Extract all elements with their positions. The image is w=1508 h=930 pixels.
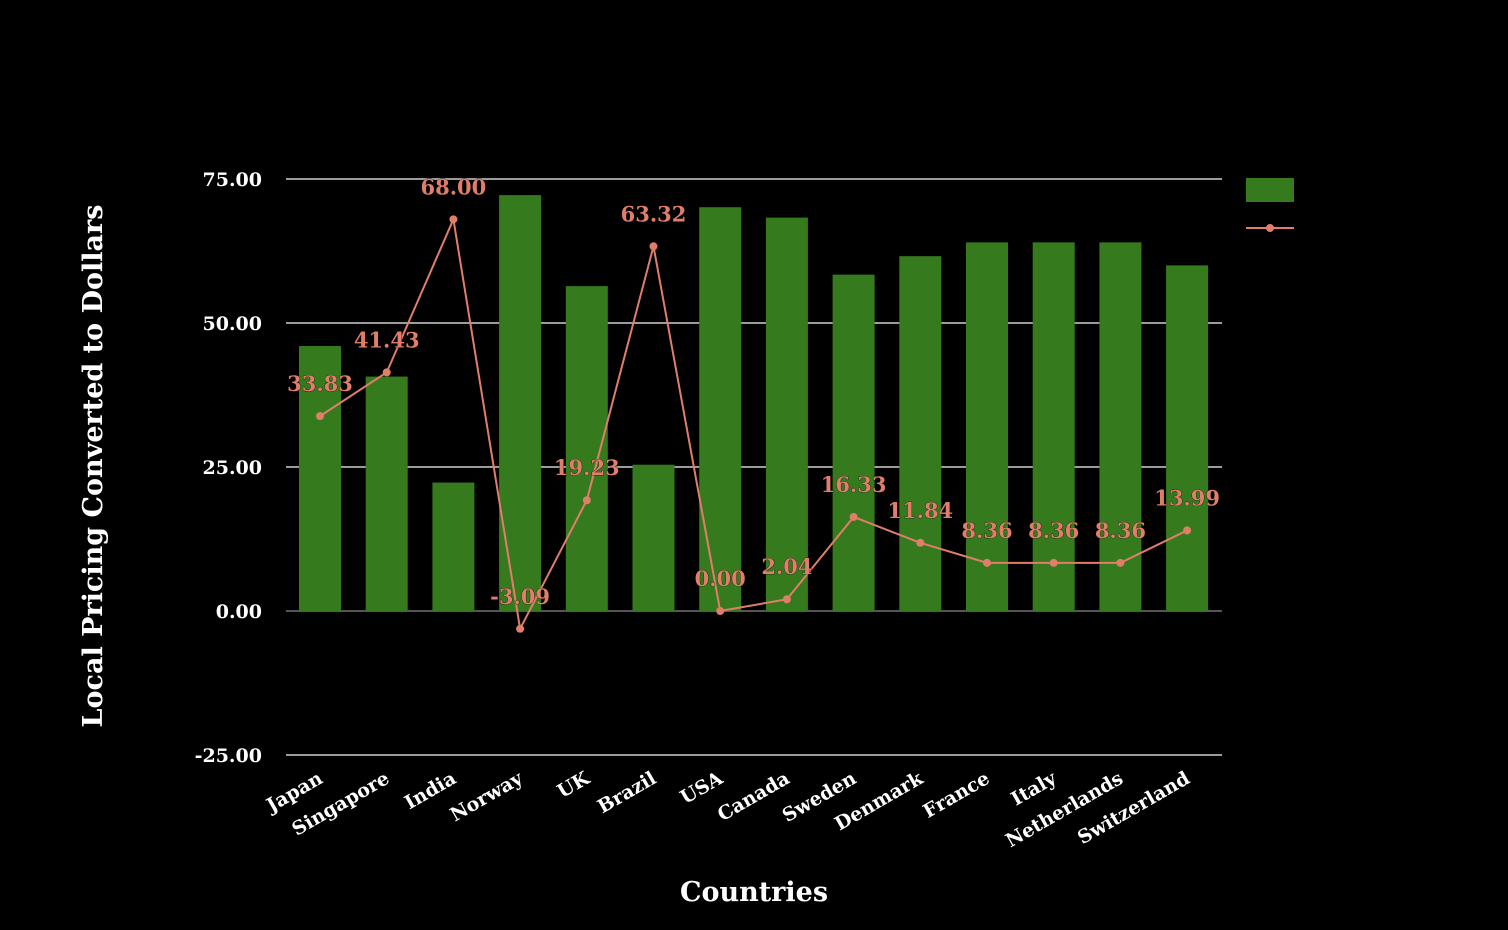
line-point — [649, 242, 658, 251]
y-tick-label: 25.00 — [203, 457, 263, 479]
line-point — [916, 538, 925, 547]
bar — [1032, 242, 1075, 612]
line-point — [983, 558, 991, 567]
x-axis-title: Countries — [680, 877, 828, 908]
legend-line-marker — [1266, 224, 1274, 232]
data-label: 8.36 — [1095, 518, 1146, 543]
data-label: 13.99 — [1154, 485, 1220, 510]
line-point — [849, 512, 858, 521]
bar — [832, 274, 875, 611]
line-point — [382, 368, 391, 377]
x-tick-label: France — [919, 767, 993, 823]
data-label: 2.04 — [761, 554, 812, 579]
bar — [299, 346, 341, 611]
data-label: -3.09 — [490, 584, 550, 609]
bar — [1099, 242, 1142, 612]
line-point — [316, 412, 324, 421]
gridlines — [286, 178, 1222, 756]
bar — [632, 464, 675, 611]
bar — [966, 242, 1008, 612]
y-axis-title: Local Pricing Converted to Dollars — [78, 205, 109, 728]
bar — [432, 482, 475, 611]
line-point — [782, 595, 791, 604]
line-point — [582, 496, 591, 505]
line-point — [1183, 526, 1192, 535]
bar-series — [299, 195, 1209, 612]
line-point — [516, 624, 525, 633]
data-label: 63.32 — [621, 201, 687, 226]
data-label: 33.83 — [287, 371, 353, 396]
y-axis-ticks: 75.00 50.00 25.00 0.00 -25.00 — [195, 169, 262, 767]
legend — [1246, 178, 1294, 232]
x-tick-label: Canada — [714, 767, 794, 826]
data-label: 8.36 — [1028, 518, 1079, 543]
x-tick-label: Brazil — [594, 767, 660, 818]
data-label: 8.36 — [961, 518, 1012, 543]
y-tick-label: -25.00 — [195, 745, 262, 767]
line-point — [449, 215, 458, 224]
bar — [899, 256, 942, 611]
line-point — [1116, 558, 1125, 567]
y-tick-label: 75.00 — [203, 169, 263, 191]
line-points — [316, 215, 1192, 633]
bar — [499, 195, 542, 612]
data-label: 68.00 — [421, 174, 487, 199]
bar — [1166, 265, 1209, 611]
x-tick-label: Norway — [447, 767, 528, 826]
data-label: 16.33 — [821, 472, 887, 497]
data-label: 11.84 — [887, 498, 953, 523]
data-label: 41.43 — [354, 327, 420, 352]
x-tick-label: UK — [554, 767, 595, 803]
data-label: 0.00 — [695, 566, 746, 591]
data-label: 19.23 — [554, 455, 620, 480]
bar — [765, 217, 808, 612]
line-point — [716, 607, 725, 615]
x-tick-label: Switzerland — [1074, 767, 1194, 849]
line-series — [319, 215, 1188, 632]
line-point — [1049, 558, 1058, 567]
y-tick-label: 0.00 — [216, 601, 262, 623]
bar — [565, 286, 608, 611]
bar — [365, 376, 408, 611]
legend-bar-swatch — [1246, 178, 1294, 202]
bar — [699, 207, 742, 611]
series-line — [319, 215, 1188, 632]
y-tick-label: 50.00 — [203, 313, 263, 335]
